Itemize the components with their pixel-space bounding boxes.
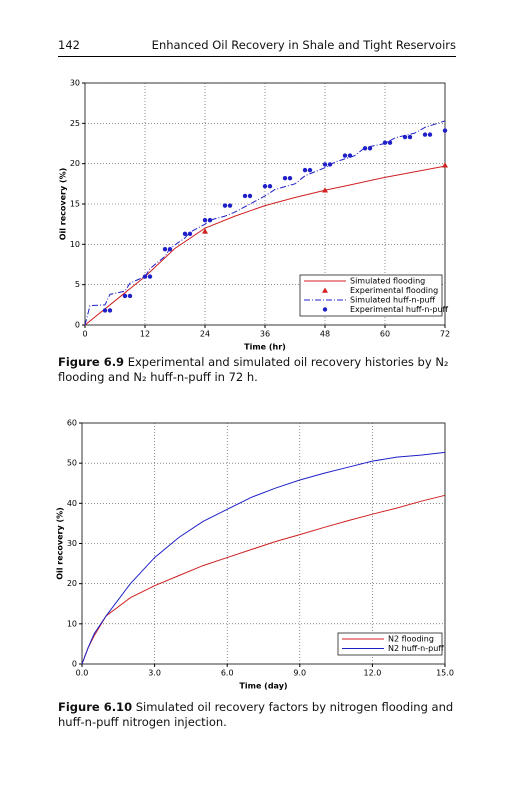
caption-text: Experimental and simulated oil recovery … <box>58 355 449 384</box>
caption-text: Simulated oil recovery factors by nitrog… <box>58 700 454 729</box>
series-line <box>84 120 446 326</box>
marker <box>327 162 333 167</box>
marker <box>387 140 393 145</box>
marker <box>442 128 448 133</box>
marker <box>267 184 273 189</box>
y-tick-label: 0 <box>72 660 77 669</box>
y-axis-label: Oil recovery (%) <box>59 168 68 241</box>
marker <box>442 162 448 168</box>
y-tick-label: 20 <box>70 159 80 168</box>
x-tick-label: 9.0 <box>293 669 306 678</box>
y-tick-label: 5 <box>75 280 80 289</box>
marker <box>322 287 328 293</box>
marker <box>342 153 348 158</box>
x-tick-label: 24 <box>200 330 210 339</box>
y-tick-label: 10 <box>70 240 80 249</box>
marker <box>322 307 328 312</box>
marker <box>162 246 168 252</box>
legend-label: Simulated flooding <box>350 277 425 286</box>
page-number: 142 <box>58 38 80 52</box>
caption: Figure 6.9 Experimental and simulated oi… <box>58 355 458 385</box>
marker <box>222 203 228 208</box>
marker <box>122 293 128 299</box>
marker <box>147 274 153 279</box>
marker <box>422 132 428 137</box>
marker <box>347 153 353 158</box>
legend-label: N2 huff-n-puff <box>388 644 444 653</box>
x-tick-label: 3.0 <box>148 669 161 678</box>
y-tick-label: 60 <box>67 419 77 428</box>
y-tick-label: 15 <box>70 200 80 209</box>
x-tick-label: 60 <box>380 330 390 339</box>
marker <box>167 246 173 252</box>
x-tick-label: 48 <box>320 330 330 339</box>
legend-label: Experimental huff-n-puff <box>350 305 449 314</box>
legend-label: Simulated huff-n-puff <box>350 296 436 305</box>
marker <box>282 175 288 181</box>
x-tick-label: 6.0 <box>221 669 234 678</box>
legend-label: N2 flooding <box>388 635 434 644</box>
marker <box>322 187 328 193</box>
marker <box>127 293 133 299</box>
x-axis-label: Time (day) <box>239 682 287 691</box>
marker <box>322 162 328 167</box>
marker <box>142 274 148 279</box>
y-tick-label: 30 <box>67 539 77 548</box>
y-tick-label: 0 <box>75 321 80 330</box>
marker <box>307 167 313 173</box>
x-tick-label: 0.0 <box>76 669 89 678</box>
running-title: Enhanced Oil Recovery in Shale and Tight… <box>151 38 456 52</box>
x-tick-label: 72 <box>440 330 450 339</box>
series-line <box>81 451 446 665</box>
y-tick-label: 30 <box>70 79 80 88</box>
marker <box>202 217 208 223</box>
marker <box>202 228 208 234</box>
marker <box>362 146 368 151</box>
x-tick-label: 12.0 <box>363 669 381 678</box>
x-tick-label: 12 <box>140 330 150 339</box>
caption: Figure 6.10 Simulated oil recovery facto… <box>58 700 458 730</box>
marker <box>427 132 433 137</box>
marker <box>407 134 413 140</box>
x-tick-label: 36 <box>260 330 270 339</box>
chart: 0 12 24 36 48 60 72 0 5 10 15 20 25 30 Time (hr) Oil re… <box>59 79 451 352</box>
header-rule <box>58 56 456 57</box>
marker <box>302 167 308 173</box>
marker <box>182 231 188 237</box>
marker <box>287 175 293 181</box>
x-tick-label: 15.0 <box>436 669 454 678</box>
caption-label: Figure 6.9 <box>58 355 125 369</box>
marker <box>242 193 248 199</box>
marker <box>402 134 408 140</box>
marker <box>367 146 373 151</box>
y-tick-label: 20 <box>67 579 77 588</box>
x-tick-label: 0 <box>82 330 87 339</box>
caption-label: Figure 6.10 <box>58 700 133 714</box>
chart: 0.0 3.0 6.0 9.0 12.0 15.0 0 10 20 30 40 50 60 Time (d… <box>56 419 454 691</box>
y-tick-label: 10 <box>67 619 77 628</box>
y-tick-label: 40 <box>67 499 77 508</box>
marker <box>382 140 388 145</box>
legend-label: Experimental flooding <box>350 286 438 295</box>
marker <box>107 308 113 313</box>
marker <box>207 217 213 223</box>
y-tick-label: 50 <box>67 459 77 468</box>
marker <box>187 231 193 237</box>
y-axis-label: Oil recovery (%) <box>56 507 65 580</box>
marker <box>227 203 233 208</box>
marker <box>247 193 253 199</box>
marker <box>262 184 268 189</box>
y-tick-label: 25 <box>70 119 80 128</box>
marker <box>102 308 108 313</box>
x-axis-label: Time (hr) <box>244 343 286 352</box>
